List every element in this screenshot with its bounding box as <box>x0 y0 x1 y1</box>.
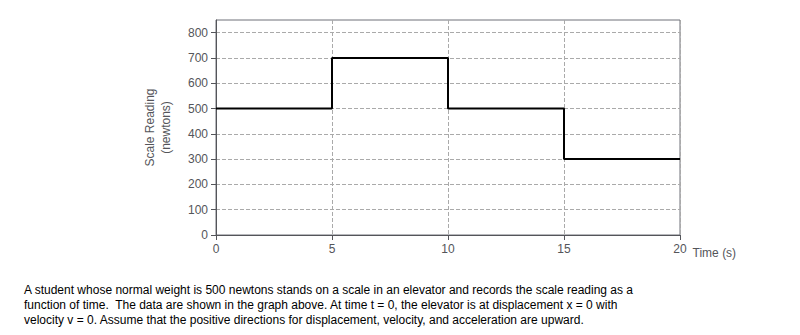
svg-text:(newtons): (newtons) <box>159 101 173 154</box>
svg-text:0: 0 <box>201 228 208 242</box>
svg-text:20: 20 <box>673 242 687 256</box>
svg-text:200: 200 <box>188 177 208 191</box>
svg-text:15: 15 <box>557 242 571 256</box>
svg-text:500: 500 <box>188 102 208 116</box>
svg-text:Time (s): Time (s) <box>693 246 737 260</box>
svg-text:0: 0 <box>213 242 220 256</box>
svg-text:A student whose normal weight: A student whose normal weight is 500 new… <box>24 283 633 297</box>
svg-text:10: 10 <box>441 242 455 256</box>
svg-text:Scale Reading: Scale Reading <box>143 88 157 166</box>
svg-text:5: 5 <box>329 242 336 256</box>
svg-text:function of time. The data ar: function of time. The data are shown in … <box>24 298 617 312</box>
svg-text:400: 400 <box>188 127 208 141</box>
svg-text:700: 700 <box>188 51 208 65</box>
svg-text:velocity v = 0. Assume that th: velocity v = 0. Assume that the positive… <box>24 313 584 327</box>
svg-text:600: 600 <box>188 76 208 90</box>
svg-text:300: 300 <box>188 152 208 166</box>
svg-text:800: 800 <box>188 26 208 40</box>
svg-text:100: 100 <box>188 203 208 217</box>
